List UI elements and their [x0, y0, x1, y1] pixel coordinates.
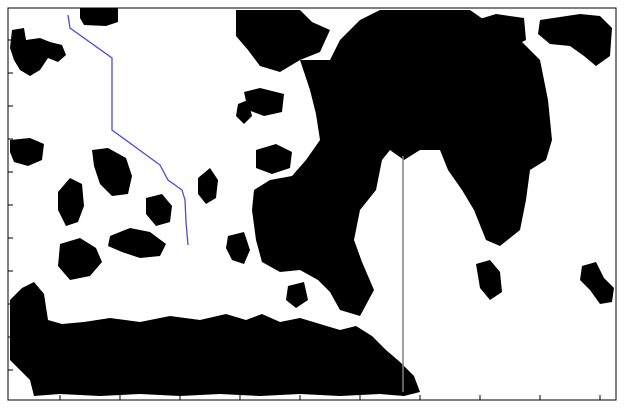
- obstacle: [80, 8, 118, 26]
- page: [0, 0, 624, 408]
- occupancy-map: [0, 0, 624, 408]
